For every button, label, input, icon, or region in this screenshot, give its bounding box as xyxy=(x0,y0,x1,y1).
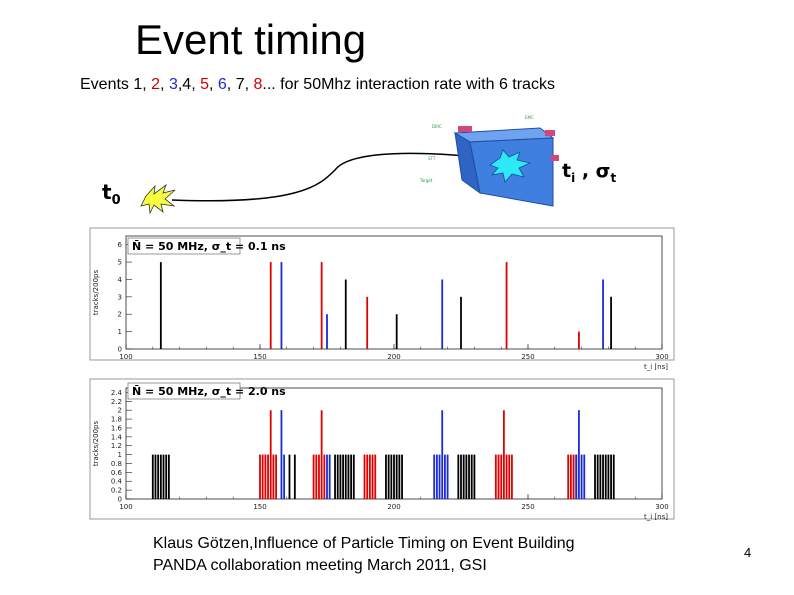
y-tick-label: 6 xyxy=(118,241,123,249)
x-tick-label: 300 xyxy=(655,503,668,511)
t0-label: t0 xyxy=(102,180,121,208)
y-tick-label: 1.2 xyxy=(111,442,122,450)
x-tick-label: 200 xyxy=(387,503,400,511)
y-tick-label: 1.8 xyxy=(111,416,122,424)
y-tick-label: 0 xyxy=(118,346,122,354)
y-axis-label: tracks/200ps xyxy=(92,421,100,467)
ti-sigma-label: ti , σt xyxy=(562,160,617,185)
subtitle-part: Events 1, xyxy=(80,76,152,93)
x-tick-label: 300 xyxy=(655,353,668,361)
panel-label-box xyxy=(127,237,241,255)
footer-line-1: Klaus Götzen,Influence of Particle Timin… xyxy=(153,535,575,552)
subtitle-part: 5 xyxy=(200,76,209,93)
y-tick-label: 2.4 xyxy=(111,389,123,397)
subtitle-part: 6 xyxy=(217,76,227,93)
x-tick-label: 250 xyxy=(521,353,534,361)
slide-title: Event timing xyxy=(135,16,367,63)
detector-icon: DIRC EMC STT Target xyxy=(419,115,559,207)
y-tick-label: 1 xyxy=(118,328,122,336)
x-axis-label: t_i [ns] xyxy=(644,363,668,371)
y-tick-label: 4 xyxy=(118,276,123,284)
page-number: 4 xyxy=(744,545,752,560)
y-tick-label: 0.8 xyxy=(111,460,122,468)
y-tick-label: 0.2 xyxy=(111,487,122,495)
y-tick-label: 1 xyxy=(118,451,122,459)
y-tick-label: 1.6 xyxy=(111,424,123,432)
ti-star-icon xyxy=(489,149,532,183)
subtitle-part: , xyxy=(209,76,218,93)
t0-star-icon xyxy=(140,183,176,215)
slide-subtitle: Events 1, 2, 3,4, 5, 6, 7, 8... for 50Mh… xyxy=(80,76,555,94)
y-tick-label: 3 xyxy=(118,293,122,301)
detector-illustration: DIRC EMC STT Target xyxy=(140,115,559,215)
y-tick-label: 0.4 xyxy=(111,478,123,486)
subtitle-part: 3 xyxy=(168,76,178,93)
x-tick-label: 200 xyxy=(387,353,400,361)
footer: Klaus Götzen,Influence of Particle Timin… xyxy=(153,533,575,577)
panel-label: N̄ = 50 MHz, σ_t = 2.0 ns xyxy=(132,385,286,398)
y-tick-label: 1.4 xyxy=(111,433,123,441)
svg-text:Target: Target xyxy=(419,178,433,183)
subtitle-part: ... for 50Mhz interaction rate with 6 tr… xyxy=(262,76,555,93)
y-axis-label: tracks/200ps xyxy=(92,270,100,316)
x-tick-label: 250 xyxy=(521,503,534,511)
y-tick-label: 0.6 xyxy=(111,469,123,477)
x-tick-label: 150 xyxy=(253,353,266,361)
svg-text:EMC: EMC xyxy=(525,115,534,120)
x-tick-label: 100 xyxy=(119,353,132,361)
y-tick-label: 2 xyxy=(118,311,122,319)
svg-text:STT: STT xyxy=(428,156,436,161)
x-tick-label: 150 xyxy=(253,503,266,511)
y-tick-label: 2 xyxy=(118,407,122,415)
x-axis-label: t_i [ns] xyxy=(644,513,668,521)
subtitle-part: 2 xyxy=(151,76,161,93)
y-tick-label: 2.2 xyxy=(111,398,122,406)
svg-text:DIRC: DIRC xyxy=(432,124,442,129)
subtitle-part: , xyxy=(160,76,169,93)
footer-line-2: PANDA collaboration meeting March 2011, … xyxy=(153,557,487,574)
y-tick-label: 0 xyxy=(118,496,122,504)
subtitle-part: ,4, xyxy=(177,76,201,93)
subtitle-part: 8 xyxy=(253,76,263,93)
subtitle-part: , 7, xyxy=(226,76,254,93)
track-curve xyxy=(171,152,506,202)
panel-label-box xyxy=(127,382,241,400)
panel-label: N̄ = 50 MHz, σ_t = 0.1 ns xyxy=(132,240,286,253)
y-tick-label: 5 xyxy=(118,259,122,267)
x-tick-label: 100 xyxy=(119,503,132,511)
